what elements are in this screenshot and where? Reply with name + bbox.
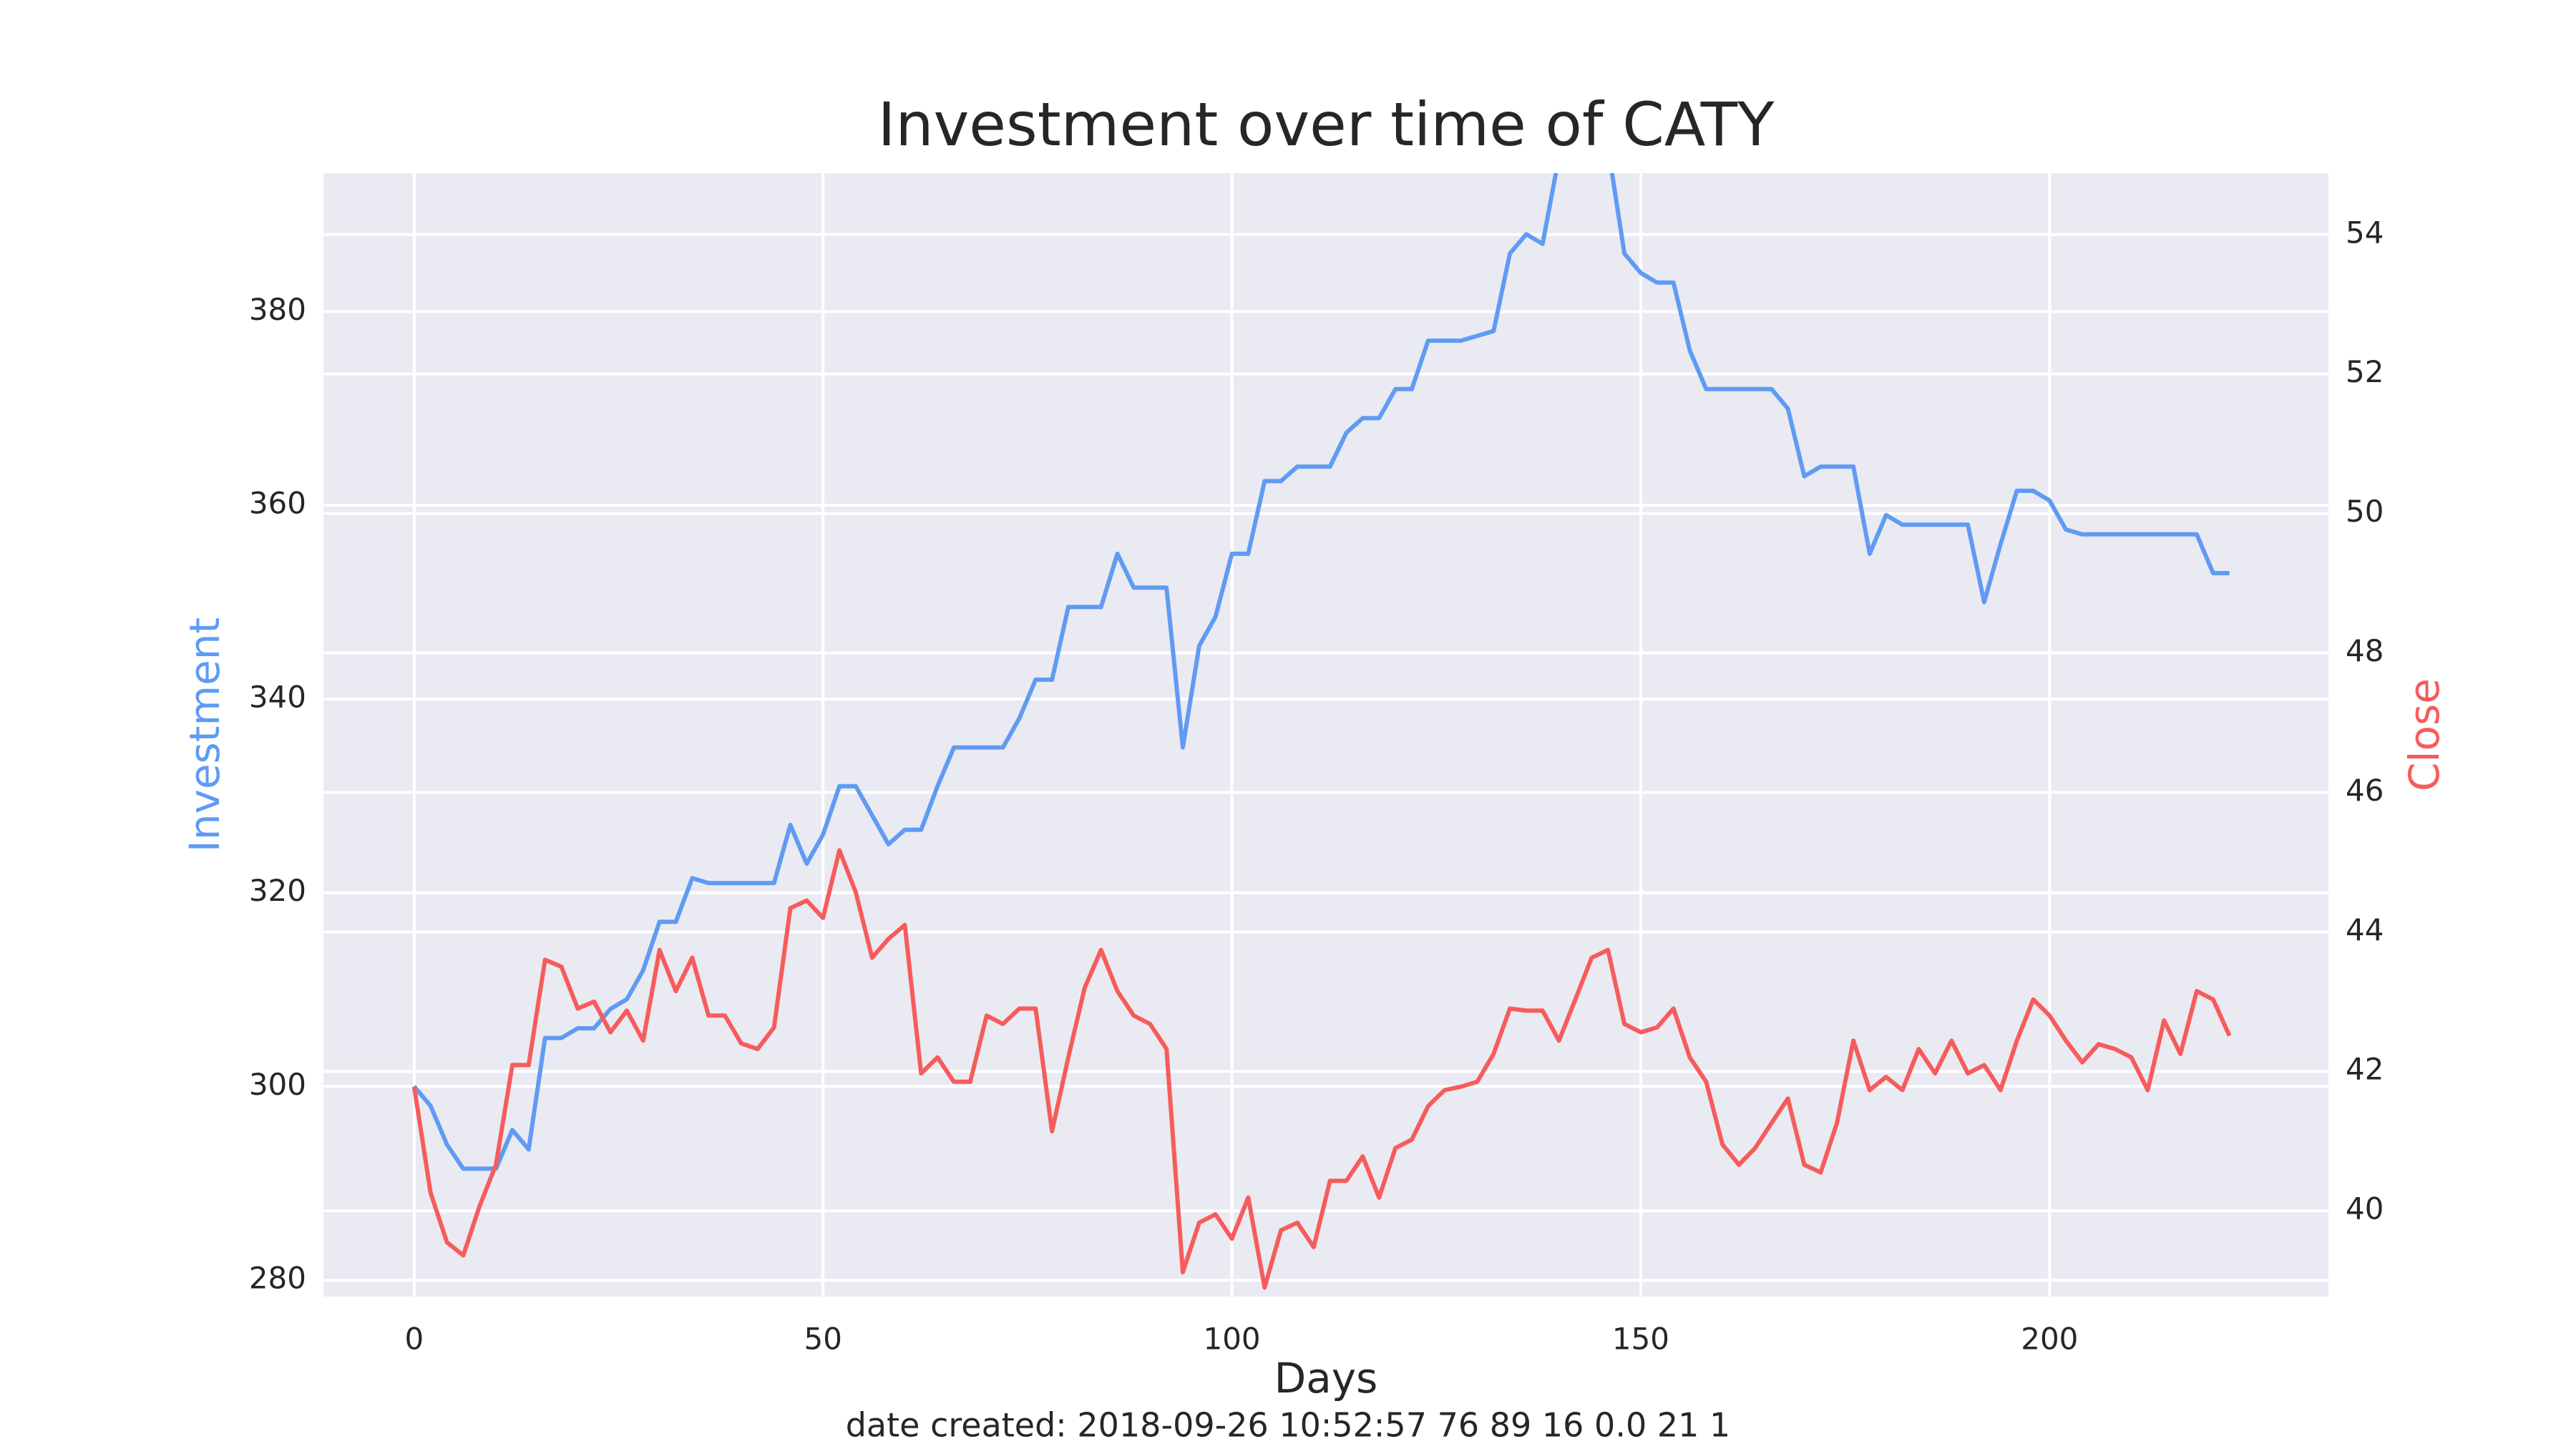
labels: 0 50 100 150 200 280 300 320 340 360 380 40 42 44 46 48… xyxy=(249,215,2384,1356)
plot-area xyxy=(323,173,2328,1297)
y2-tick-label: 52 xyxy=(2346,354,2384,389)
footnote: date created: 2018-09-26 10:52:57 76 89 … xyxy=(846,1406,1731,1445)
x-axis-label: Days xyxy=(1274,1354,1378,1402)
y2-axis-label: Close xyxy=(2400,678,2449,791)
y-tick-label: 300 xyxy=(249,1067,306,1102)
y-tick-label: 340 xyxy=(249,679,306,714)
series-line xyxy=(411,848,2232,1290)
x-tick-label: 50 xyxy=(804,1322,841,1357)
x-tick-label: 100 xyxy=(1203,1322,1260,1357)
x-tick-label: 150 xyxy=(1612,1322,1669,1357)
y2-tick-label: 48 xyxy=(2346,633,2384,668)
grid xyxy=(323,173,2328,1297)
y2-tick-label: 46 xyxy=(2346,773,2384,808)
y-tick-label: 320 xyxy=(249,873,306,908)
chart-title: Investment over time of CATY xyxy=(878,89,1775,160)
y2-tick-label: 44 xyxy=(2346,912,2384,947)
plot-lines xyxy=(411,173,2232,1290)
y2-tick-label: 40 xyxy=(2346,1191,2384,1226)
y-tick-label: 280 xyxy=(249,1260,306,1295)
y-tick-label: 360 xyxy=(249,486,306,521)
y2-tick-label: 54 xyxy=(2346,215,2384,250)
y-axis-label: Investment xyxy=(180,618,229,853)
y-tick-label: 380 xyxy=(249,292,306,327)
y2-tick-label: 42 xyxy=(2346,1052,2384,1087)
y2-tick-label: 50 xyxy=(2346,494,2384,529)
x-tick-label: 0 xyxy=(404,1322,424,1357)
x-tick-label: 200 xyxy=(2021,1322,2078,1357)
series-line xyxy=(412,173,2230,1171)
